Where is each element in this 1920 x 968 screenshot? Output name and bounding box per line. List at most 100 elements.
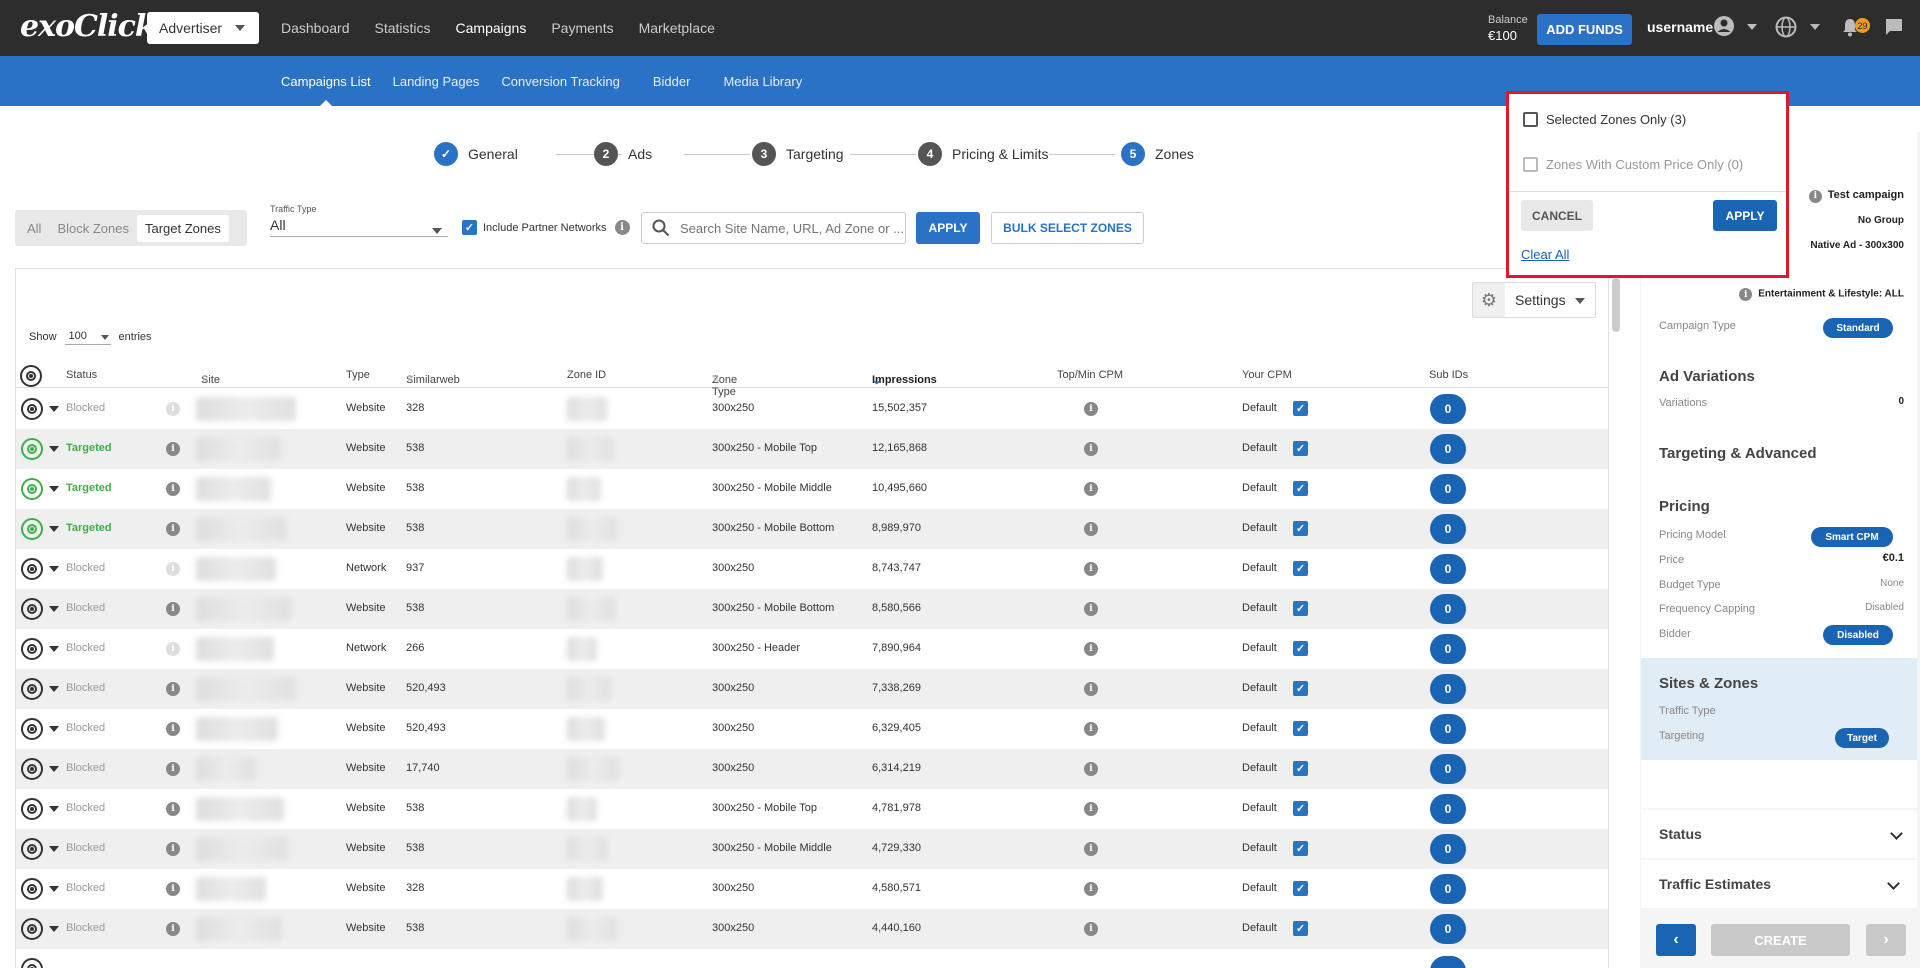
targeting-advanced-heading[interactable]: Targeting & Advanced xyxy=(1659,445,1817,462)
pricing-heading[interactable]: Pricing xyxy=(1659,498,1710,515)
cpm-info-icon[interactable]: i xyxy=(1084,802,1098,816)
sub-ids-button[interactable]: 0 xyxy=(1430,514,1466,544)
target-icon[interactable] xyxy=(21,958,43,968)
traffic-type-select[interactable]: Traffic Type All xyxy=(270,204,448,237)
site-name-redacted[interactable] xyxy=(196,517,286,541)
info-icon[interactable]: i xyxy=(614,220,630,235)
nav-campaigns[interactable]: Campaigns xyxy=(455,20,527,36)
user-menu-chevron-icon[interactable] xyxy=(1747,24,1757,30)
target-zone-icon[interactable] xyxy=(21,558,43,580)
tab-target-zones[interactable]: Target Zones xyxy=(137,214,229,242)
sub-ids-button[interactable]: 0 xyxy=(1430,594,1466,624)
site-name-redacted[interactable] xyxy=(196,797,284,821)
default-cpm-checkbox[interactable]: ✓ xyxy=(1293,881,1308,896)
table-scrollbar[interactable] xyxy=(1612,278,1620,332)
selected-zones-checkbox[interactable] xyxy=(1523,112,1538,127)
target-zone-icon[interactable] xyxy=(21,598,43,620)
target-zone-icon[interactable] xyxy=(21,838,43,860)
site-name-redacted[interactable] xyxy=(196,437,281,461)
popup-cancel-button[interactable]: CANCEL xyxy=(1521,200,1593,231)
default-cpm-checkbox[interactable]: ✓ xyxy=(1293,441,1308,456)
row-expand-chevron-icon[interactable] xyxy=(49,486,59,492)
info-icon[interactable]: i xyxy=(166,802,180,816)
create-campaign-button[interactable]: CREATE xyxy=(1711,924,1850,956)
row-expand-chevron-icon[interactable] xyxy=(49,446,59,452)
col-zone-id[interactable]: Zone ID xyxy=(567,369,607,381)
sub-ids-button[interactable]: 0 xyxy=(1430,634,1466,664)
sub-ids-button[interactable] xyxy=(1430,956,1466,968)
target-zone-icon[interactable] xyxy=(21,758,43,780)
default-cpm-checkbox[interactable]: ✓ xyxy=(1293,561,1308,576)
row-expand-chevron-icon[interactable] xyxy=(49,886,59,892)
default-cpm-checkbox[interactable]: ✓ xyxy=(1293,921,1308,936)
cpm-info-icon[interactable]: i xyxy=(1084,602,1098,616)
info-icon[interactable]: i xyxy=(166,682,180,696)
info-icon[interactable]: i xyxy=(166,482,180,496)
username-label[interactable]: username xyxy=(1647,19,1714,35)
language-chevron-icon[interactable] xyxy=(1810,24,1820,30)
target-zone-icon[interactable] xyxy=(21,678,43,700)
tab-all[interactable]: All xyxy=(27,220,42,236)
cpm-info-icon[interactable]: i xyxy=(1084,562,1098,576)
default-cpm-checkbox[interactable]: ✓ xyxy=(1293,521,1308,536)
sub-ids-button[interactable]: 0 xyxy=(1430,434,1466,464)
row-expand-chevron-icon[interactable] xyxy=(49,726,59,732)
cpm-info-icon[interactable]: i xyxy=(1084,922,1098,936)
selected-zones-only-option[interactable]: Selected Zones Only (3) xyxy=(1523,112,1686,127)
cpm-info-icon[interactable]: i xyxy=(1084,402,1098,416)
site-name-redacted[interactable] xyxy=(196,677,296,701)
row-expand-chevron-icon[interactable] xyxy=(49,766,59,772)
step-targeting[interactable]: 3 Targeting xyxy=(752,142,844,166)
site-name-redacted[interactable] xyxy=(196,477,271,501)
messages-icon[interactable] xyxy=(1884,17,1904,42)
apply-filters-button[interactable]: APPLY xyxy=(916,212,980,244)
nav-statistics[interactable]: Statistics xyxy=(374,20,431,36)
target-all-icon[interactable] xyxy=(20,365,42,387)
row-expand-chevron-icon[interactable] xyxy=(49,566,59,572)
cpm-info-icon[interactable]: i xyxy=(1084,522,1098,536)
col-type[interactable]: Type xyxy=(346,369,370,381)
sub-ids-button[interactable]: 0 xyxy=(1430,674,1466,704)
default-cpm-checkbox[interactable]: ✓ xyxy=(1293,601,1308,616)
cpm-info-icon[interactable]: i xyxy=(1084,642,1098,656)
sub-ids-button[interactable]: 0 xyxy=(1430,394,1466,424)
info-icon[interactable]: i xyxy=(166,602,180,616)
default-cpm-checkbox[interactable]: ✓ xyxy=(1293,721,1308,736)
row-expand-chevron-icon[interactable] xyxy=(49,926,59,932)
entries-select[interactable]: 100 xyxy=(64,328,111,345)
bulk-select-zones-button[interactable]: BULK SELECT ZONES xyxy=(991,212,1144,244)
info-icon[interactable]: i xyxy=(166,642,180,656)
sub-ids-button[interactable]: 0 xyxy=(1430,554,1466,584)
site-name-redacted[interactable] xyxy=(196,757,256,781)
site-name-redacted[interactable] xyxy=(196,877,266,901)
sub-ids-button[interactable]: 0 xyxy=(1430,874,1466,904)
subnav-campaigns-list[interactable]: Campaigns List xyxy=(281,73,371,89)
col-status[interactable]: Status xyxy=(66,369,98,381)
info-icon[interactable]: i xyxy=(166,562,180,576)
site-name-redacted[interactable] xyxy=(196,397,296,421)
target-zone-icon[interactable] xyxy=(21,638,43,660)
subnav-media-library[interactable]: Media Library xyxy=(723,73,803,89)
traffic-estimates-heading[interactable]: Traffic Estimates xyxy=(1659,876,1772,892)
cpm-info-icon[interactable]: i xyxy=(1084,482,1098,496)
site-name-redacted[interactable] xyxy=(196,917,282,941)
subnav-bidder[interactable]: Bidder xyxy=(652,73,691,89)
default-cpm-checkbox[interactable]: ✓ xyxy=(1293,801,1308,816)
sites-zones-heading[interactable]: Sites & Zones xyxy=(1659,675,1759,692)
target-zone-icon[interactable] xyxy=(21,438,43,460)
default-cpm-checkbox[interactable]: ✓ xyxy=(1293,681,1308,696)
info-icon[interactable]: i xyxy=(166,882,180,896)
info-icon[interactable]: i xyxy=(166,762,180,776)
row-expand-chevron-icon[interactable] xyxy=(49,686,59,692)
nav-dashboard[interactable]: Dashboard xyxy=(281,20,350,36)
default-cpm-checkbox[interactable]: ✓ xyxy=(1293,481,1308,496)
col-sub-ids[interactable]: Sub IDs xyxy=(1429,369,1469,381)
subnav-conversion-tracking[interactable]: Conversion Tracking xyxy=(501,73,620,89)
sub-ids-button[interactable]: 0 xyxy=(1430,794,1466,824)
cpm-info-icon[interactable]: i xyxy=(1084,722,1098,736)
target-zone-icon[interactable] xyxy=(21,518,43,540)
site-name-redacted[interactable] xyxy=(196,717,278,741)
clear-all-link[interactable]: Clear All xyxy=(1521,247,1570,262)
default-cpm-checkbox[interactable]: ✓ xyxy=(1293,841,1308,856)
step-pricing-limits[interactable]: 4 Pricing & Limits xyxy=(918,142,1048,166)
